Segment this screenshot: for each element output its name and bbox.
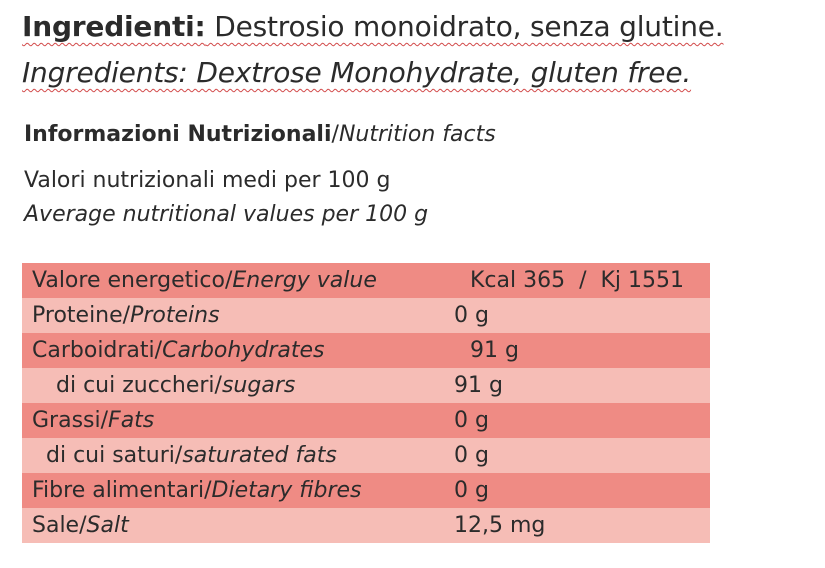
row-label-separator: / <box>204 478 212 503</box>
table-row: Sale/Salt 12,5 mg <box>22 508 710 543</box>
row-label-separator: / <box>224 268 233 293</box>
row-label: Proteine/Proteins <box>32 298 220 333</box>
row-value: 0 g <box>454 443 489 468</box>
row-label-italian: Fibre alimentari <box>32 478 205 503</box>
row-label-english: sugars <box>221 373 296 398</box>
row-label: di cui saturi/saturated fats <box>46 438 337 473</box>
row-value: 91 g <box>454 373 503 398</box>
table-row: Grassi/Fats 0 g <box>22 403 710 438</box>
row-label-english: Salt <box>86 513 129 538</box>
row-label: di cui zuccheri/sugars <box>56 368 295 403</box>
ingredients-english: Ingredients: Dextrose Monohydrate, glute… <box>22 56 691 89</box>
row-label-english: Fats <box>108 408 155 433</box>
row-label: Grassi/Fats <box>32 403 154 438</box>
row-label-italian: di cui saturi <box>46 443 175 468</box>
ingredients-english-text: Ingredients: Dextrose Monohydrate, glute… <box>22 56 692 89</box>
average-values-english: Average nutritional values per 100 g <box>24 202 429 227</box>
average-values-italian: Valori nutrizionali medi per 100 g <box>24 168 391 193</box>
row-label-english: Dietary fibres <box>211 478 362 503</box>
row-label: Fibre alimentari/Dietary fibres <box>32 473 362 508</box>
ingredients-italian: Ingredienti: Destrosio monoidrato, senza… <box>22 10 724 43</box>
table-row: Proteine/Proteins 0 g <box>22 298 710 333</box>
row-label: Valore energetico/Energy value <box>32 263 377 298</box>
table-row: Carboidrati/Carbohydrates 91 g <box>22 333 710 368</box>
row-label: Sale/Salt <box>32 508 129 543</box>
row-label-separator: / <box>174 443 183 468</box>
table-row: Valore energetico/Energy value Kcal 365 … <box>22 263 710 298</box>
table-row: di cui saturi/saturated fats 0 g <box>22 438 710 473</box>
row-label-separator: / <box>214 373 222 398</box>
nutrition-heading-english: Nutrition facts <box>338 122 496 147</box>
row-label-italian: Carboidrati <box>32 338 155 363</box>
table-row: Fibre alimentari/Dietary fibres 0 g <box>22 473 710 508</box>
row-value: Kcal 365 / Kj 1551 <box>470 268 685 293</box>
row-label-italian: Proteine <box>32 303 123 328</box>
row-label-italian: Sale <box>32 513 80 538</box>
row-label-english: Energy value <box>232 268 377 293</box>
row-label-english: Carbohydrates <box>162 338 325 363</box>
row-label-separator: / <box>100 408 109 433</box>
row-label-separator: / <box>122 303 131 328</box>
ingredients-italian-text: Destrosio monoidrato, senza glutine. <box>205 10 724 43</box>
ingredients-italian-label: Ingredienti: <box>22 10 206 43</box>
row-value: 0 g <box>454 303 489 328</box>
nutrition-table: Valore energetico/Energy value Kcal 365 … <box>22 263 710 543</box>
nutrition-heading: Informazioni Nutrizionali/Nutrition fact… <box>24 122 496 147</box>
row-label-separator: / <box>79 513 87 538</box>
row-label: Carboidrati/Carbohydrates <box>32 333 324 368</box>
row-label-italian: di cui zuccheri <box>56 373 215 398</box>
row-label-italian: Grassi <box>32 408 101 433</box>
table-row: di cui zuccheri/sugars 91 g <box>22 368 710 403</box>
row-label-english: saturated fats <box>182 443 337 468</box>
row-label-english: Proteins <box>130 303 220 328</box>
row-value: 91 g <box>470 338 519 363</box>
nutrition-heading-separator: / <box>331 122 339 147</box>
row-label-italian: Valore energetico <box>32 268 225 293</box>
nutrition-heading-italian: Informazioni Nutrizionali <box>24 122 332 147</box>
row-value: 0 g <box>454 408 489 433</box>
row-value: 0 g <box>454 478 489 503</box>
row-label-separator: / <box>154 338 163 363</box>
row-value: 12,5 mg <box>454 513 546 538</box>
